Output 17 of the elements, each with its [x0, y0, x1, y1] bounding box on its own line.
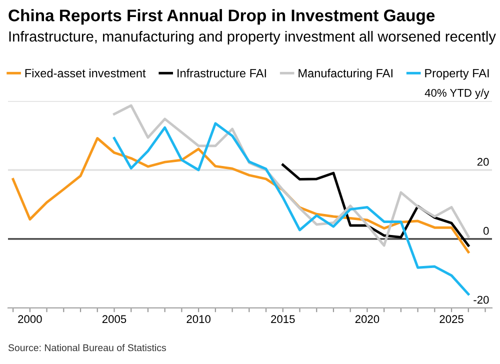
source-note: Source: National Bureau of Statistics [8, 344, 166, 352]
x-tick-label: 2010 [186, 315, 210, 324]
x-tick-label: 2005 [102, 315, 126, 324]
y-tick-label: 40% YTD y/y [424, 88, 490, 100]
chart-title: China Reports First Annual Drop in Investment Gauge [8, 9, 435, 25]
legend-label: Manufacturing FAI [298, 68, 392, 80]
y-tick-label: 0 [483, 226, 489, 235]
legend-label: Property FAI [425, 69, 489, 80]
legend-label: Fixed-asset investment [25, 68, 146, 78]
x-tick-label: 2025 [440, 315, 464, 324]
y-tick-label: 20 [477, 158, 489, 166]
chart-subtitle: Infrastructure, manufacturing and property investment all worsened recently [9, 30, 496, 45]
x-tick-label: 2020 [355, 315, 380, 324]
x-tick-label: 2015 [271, 315, 295, 324]
y-tick-label: -20 [474, 296, 489, 304]
legend-label: Infrastructure FAI [178, 68, 266, 78]
x-tick-label: 2000 [18, 315, 42, 324]
